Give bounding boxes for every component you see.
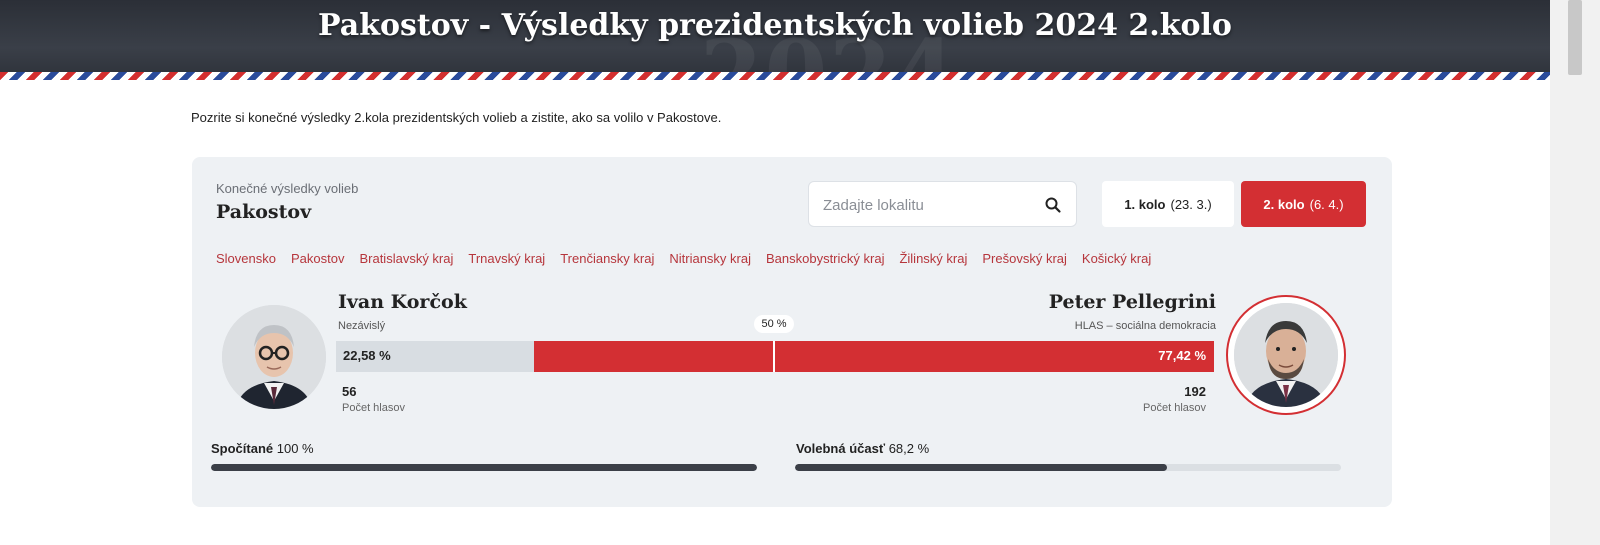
region-link-presovsky[interactable]: Prešovský kraj <box>982 251 1067 266</box>
candidate-right-party: HLAS – sociálna demokracia <box>1074 320 1216 332</box>
region-link-nitriansky[interactable]: Nitriansky kraj <box>669 251 751 266</box>
panel-subtitle: Konečné výsledky volieb <box>216 181 359 196</box>
counted-value: 100 % <box>276 441 314 456</box>
page-header: 2024 Pakostov - Výsledky prezidentských … <box>0 0 1600 80</box>
candidate-left-votes-label: Počet hlasov <box>342 402 405 414</box>
turnout-progress-bar <box>795 464 1341 471</box>
region-link-trenciansky[interactable]: Trenčiansky kraj <box>560 251 655 266</box>
candidate-right-name: Peter Pellegrini <box>1048 291 1216 313</box>
result-bar: 22,58 % 77,42 % <box>336 341 1214 372</box>
candidate-left-avatar <box>222 305 326 409</box>
counted-title: Spočítané <box>211 441 274 456</box>
round-1-button[interactable]: 1. kolo (23. 3.) <box>1102 181 1234 227</box>
region-link-kosicky[interactable]: Košický kraj <box>1081 251 1152 266</box>
turnout-title: Volebná účasť <box>796 441 886 456</box>
candidate-left-party: Nezávislý <box>338 320 386 332</box>
candidate-right-percent: 77,42 % <box>1158 348 1206 363</box>
candidate-right-votes: 192 <box>1184 384 1206 399</box>
region-link-slovensko[interactable]: Slovensko <box>216 251 276 266</box>
counted-progress-fill <box>211 464 757 471</box>
candidate-left-name: Ivan Korčok <box>338 291 467 313</box>
half-marker-badge: 50 % <box>754 315 794 333</box>
counted-progress-bar <box>211 464 757 471</box>
turnout-progress-fill <box>795 464 1168 471</box>
intro-text: Pozrite si konečné výsledky 2.kola prezi… <box>191 110 722 125</box>
region-link-bratislavsky[interactable]: Bratislavský kraj <box>359 251 454 266</box>
round-1-label: 1. kolo <box>1124 196 1166 212</box>
result-bar-midline <box>773 341 775 372</box>
region-link-pakostov[interactable]: Pakostov <box>290 251 345 266</box>
search-icon[interactable] <box>1044 196 1062 214</box>
turnout-label: Volebná účasť 68,2 % <box>796 441 929 456</box>
region-link-trnavsky[interactable]: Trnavský kraj <box>468 251 546 266</box>
round-2-button[interactable]: 2. kolo (6. 4.) <box>1241 181 1366 227</box>
location-title: Pakostov <box>216 201 312 223</box>
tricolor-stripe <box>0 72 1550 80</box>
location-search <box>808 181 1077 227</box>
result-bar-left-share <box>336 341 535 372</box>
header-background-year: 2024 <box>700 20 959 80</box>
region-link-zilinsky[interactable]: Žilinský kraj <box>899 251 968 266</box>
results-panel: Konečné výsledky volieb Pakostov 1. kolo… <box>192 157 1392 507</box>
candidate-right-avatar <box>1234 303 1338 407</box>
page-scrollbar[interactable] <box>1550 0 1600 545</box>
page-title: Pakostov - Výsledky prezidentských volie… <box>318 8 1232 43</box>
counted-label: Spočítané 100 % <box>211 441 314 456</box>
region-links: Slovensko Pakostov Bratislavský kraj Trn… <box>216 251 1166 266</box>
turnout-value: 68,2 % <box>888 441 930 456</box>
search-input[interactable] <box>823 194 1033 216</box>
candidate-left-votes: 56 <box>342 384 357 399</box>
candidate-right-votes-label: Počet hlasov <box>1143 402 1206 414</box>
region-link-banskobystricky[interactable]: Banskobystrický kraj <box>765 251 885 266</box>
round-2-label: 2. kolo <box>1263 196 1305 212</box>
candidate-left-percent: 22,58 % <box>343 348 391 363</box>
round-2-date: (6. 4.) <box>1309 196 1344 212</box>
scrollbar-thumb[interactable] <box>1568 0 1582 75</box>
round-1-date: (23. 3.) <box>1170 196 1212 212</box>
